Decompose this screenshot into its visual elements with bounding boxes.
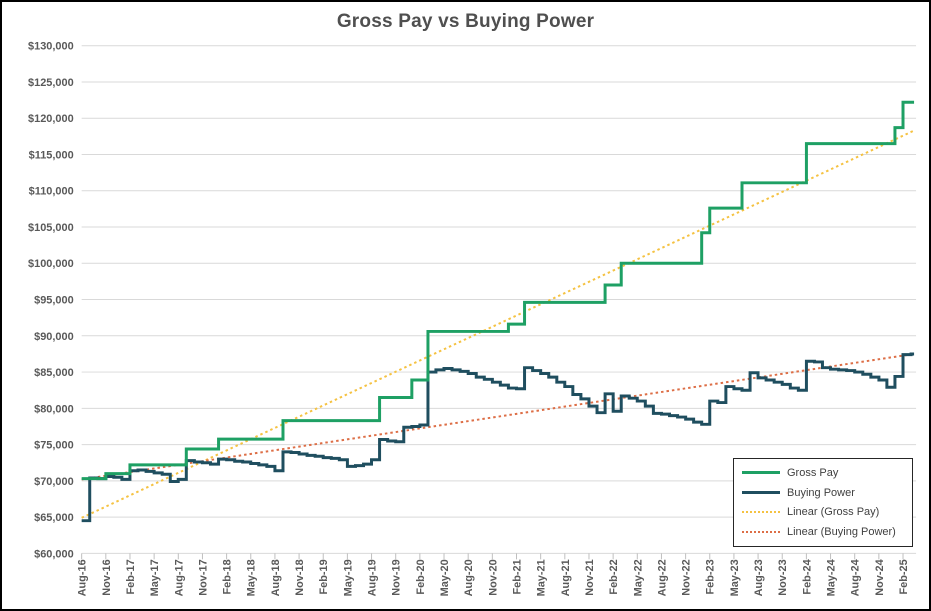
buying-power-line-swatch (742, 491, 780, 495)
legend-label: Linear (Buying Power) (787, 526, 896, 539)
x-tick-label: Aug-17 (173, 559, 185, 596)
y-tick-label: $100,000 (28, 258, 74, 270)
legend-label: Linear (Gross Pay) (787, 506, 880, 519)
y-tick-label: $85,000 (34, 367, 74, 379)
x-tick-label: Feb-19 (318, 559, 330, 594)
chart-legend: Gross Pay Buying Power Linear (Gross Pay… (733, 458, 913, 547)
linear-gross-pay-swatch (742, 511, 780, 514)
y-tick-label: $95,000 (34, 295, 74, 307)
y-tick-label: $90,000 (34, 331, 74, 343)
legend-item-gross-pay: Gross Pay (742, 464, 904, 482)
x-tick-label: Nov-22 (681, 559, 693, 595)
gross-pay-line-swatch (742, 471, 780, 475)
x-tick-label: May-18 (246, 559, 258, 596)
y-tick-label: $70,000 (34, 476, 74, 488)
y-tick-label: $115,000 (29, 149, 74, 161)
x-tick-label: May-21 (536, 559, 548, 596)
x-tick-label: Nov-16 (101, 559, 113, 595)
x-tick-label: Feb-25 (898, 559, 910, 594)
chart-title: Gross Pay vs Buying Power (336, 11, 595, 32)
legend-label: Gross Pay (787, 466, 839, 479)
x-tick-label: Nov-24 (874, 558, 886, 595)
x-tick-label: May-22 (632, 559, 644, 596)
x-tick-label: Feb-23 (705, 559, 717, 594)
x-tick-label: Feb-22 (608, 559, 620, 594)
x-tick-label: May-24 (826, 558, 838, 596)
x-tick-label: May-23 (729, 559, 741, 596)
gross-pay-line (81, 100, 915, 481)
linear-buying-power-swatch (742, 531, 780, 534)
buying-power-line (81, 352, 915, 523)
y-tick-label: $125,000 (28, 77, 74, 89)
x-tick-label: Aug-22 (656, 559, 668, 596)
x-tick-label: May-19 (342, 559, 354, 596)
legend-item-linear-gross-pay: Linear (Gross Pay) (742, 503, 904, 521)
y-tick-label: $60,000 (34, 548, 74, 560)
y-tick-label: $110,000 (29, 186, 74, 198)
x-tick-label: Feb-20 (415, 559, 427, 594)
x-tick-label: Aug-19 (367, 559, 379, 596)
y-tick-label: $120,000 (28, 113, 74, 125)
y-tick-label: $130,000 (28, 41, 74, 53)
x-tick-label: Aug-24 (850, 558, 862, 596)
x-tick-label: Nov-19 (391, 559, 403, 595)
x-tick-label: Feb-18 (222, 559, 234, 594)
x-tick-label: Nov-23 (777, 559, 789, 595)
x-tick-label: Feb-17 (125, 559, 137, 594)
x-tick-label: Aug-18 (270, 559, 282, 596)
legend-item-linear-buying-power: Linear (Buying Power) (742, 523, 904, 541)
x-tick-label: Feb-24 (801, 558, 813, 594)
x-tick-label: Aug-23 (753, 559, 765, 596)
x-tick-label: Aug-20 (463, 559, 475, 596)
y-tick-label: $75,000 (34, 440, 74, 452)
x-tick-label: May-17 (149, 559, 161, 596)
y-tick-label: $105,000 (28, 222, 74, 234)
legend-label: Buying Power (787, 486, 855, 499)
y-tick-label: $65,000 (34, 512, 74, 524)
x-tick-label: Nov-18 (294, 559, 306, 595)
y-tick-label: $80,000 (34, 403, 74, 415)
x-tick-label: Aug-16 (77, 559, 89, 596)
trend-line-linear-buying-power- (81, 352, 915, 481)
x-tick-label: Nov-20 (487, 559, 499, 595)
x-tick-label: Nov-21 (584, 559, 596, 595)
x-tick-label: Nov-17 (197, 559, 209, 595)
x-tick-label: Aug-21 (560, 559, 572, 596)
x-tick-label: Feb-21 (511, 559, 523, 594)
x-tick-label: May-20 (439, 559, 451, 596)
legend-item-buying-power: Buying Power (742, 484, 904, 502)
